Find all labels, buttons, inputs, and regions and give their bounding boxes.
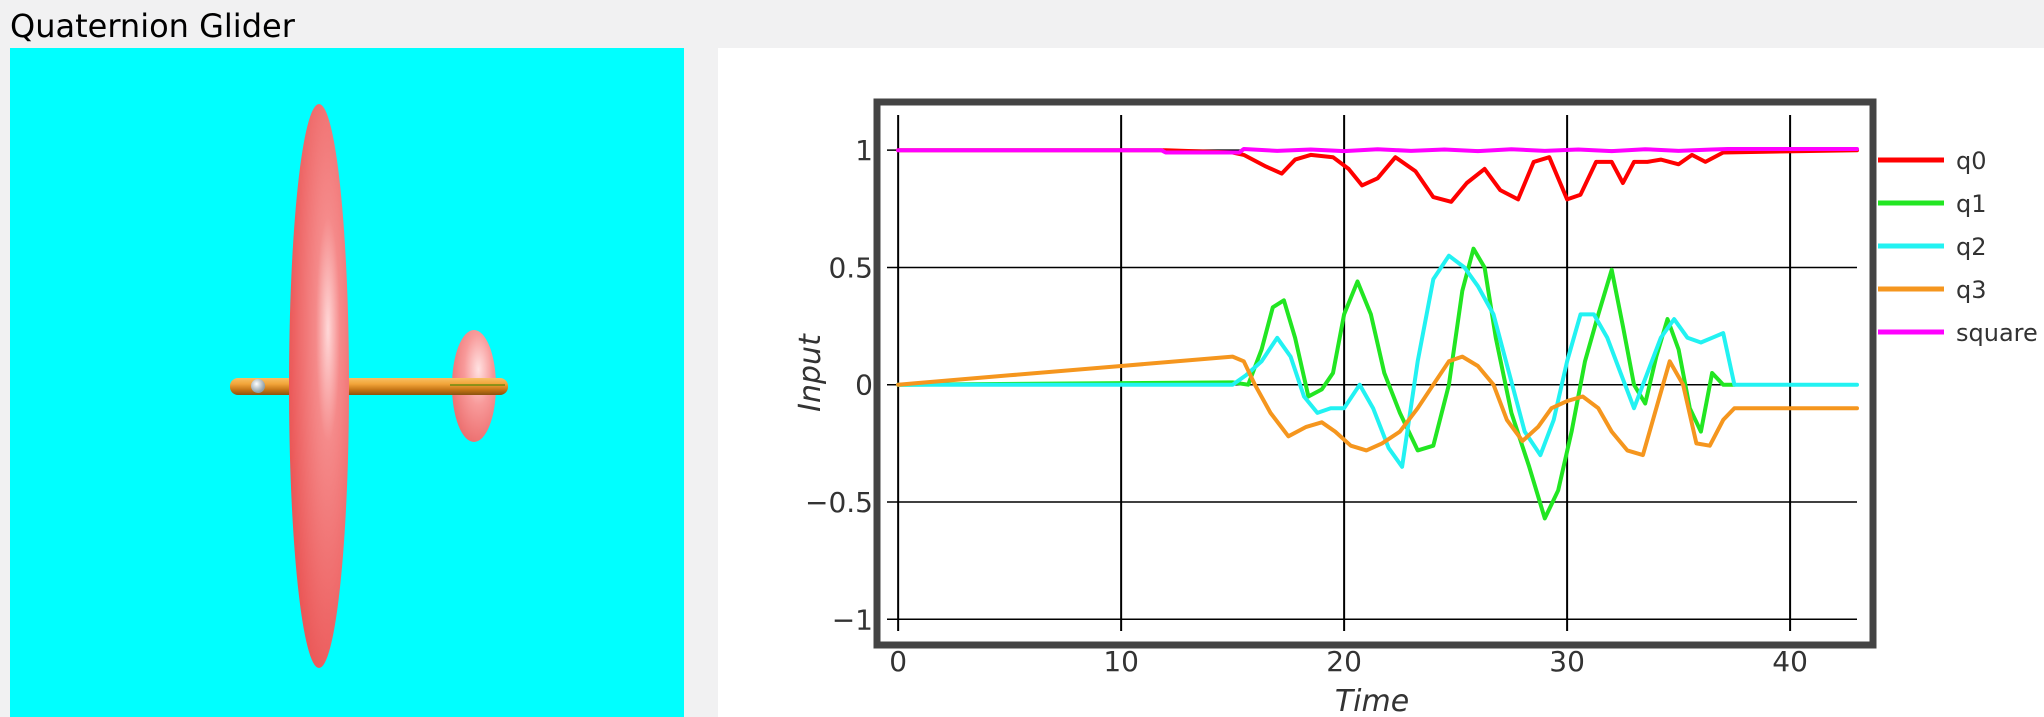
quaternion-input-chart: 0 10 20 30 40 −1 −0.5 0 0.5 1 Time Input q0 q1 q2 q3… — [793, 98, 2038, 717]
x-tick-label: 10 — [1103, 645, 1139, 678]
x-tick-label: 40 — [1772, 645, 1808, 678]
plot-panel: 0 10 20 30 40 −1 −0.5 0 0.5 1 Time Input q0 q1 q2 q3… — [718, 48, 2044, 717]
y-tick-label: −0.5 — [805, 486, 873, 519]
series-line-square — [896, 147, 1859, 155]
legend-label-q3: q3 — [1956, 276, 1987, 304]
legend-label-q1: q1 — [1956, 190, 1987, 218]
fuselage — [230, 378, 508, 395]
nose-ball — [251, 379, 265, 393]
main-wing — [289, 104, 349, 668]
y-tick-label: −1 — [832, 603, 873, 636]
legend-label-square: square — [1956, 319, 2038, 347]
x-tick-label: 30 — [1549, 645, 1585, 678]
y-tick-label: 0.5 — [828, 251, 873, 284]
x-tick-label: 0 — [889, 645, 907, 678]
series-line-q3 — [896, 354, 1859, 458]
legend: q0 q1 q2 q3 square — [1878, 147, 2038, 347]
x-axis-label: Time — [1335, 684, 1409, 717]
x-tick-label: 20 — [1326, 645, 1362, 678]
app-title: Quaternion Glider — [10, 7, 295, 45]
glider-model-icon — [230, 104, 508, 668]
y-tick-label: 1 — [855, 134, 873, 167]
glider-3d-view[interactable] — [10, 48, 684, 717]
legend-label-q2: q2 — [1956, 233, 1987, 261]
legend-label-q0: q0 — [1956, 147, 1987, 175]
y-tick-label: 0 — [855, 369, 873, 402]
series-line-q2 — [896, 253, 1859, 469]
series-line-q0 — [896, 148, 1859, 204]
y-axis-label: Input — [793, 333, 828, 412]
